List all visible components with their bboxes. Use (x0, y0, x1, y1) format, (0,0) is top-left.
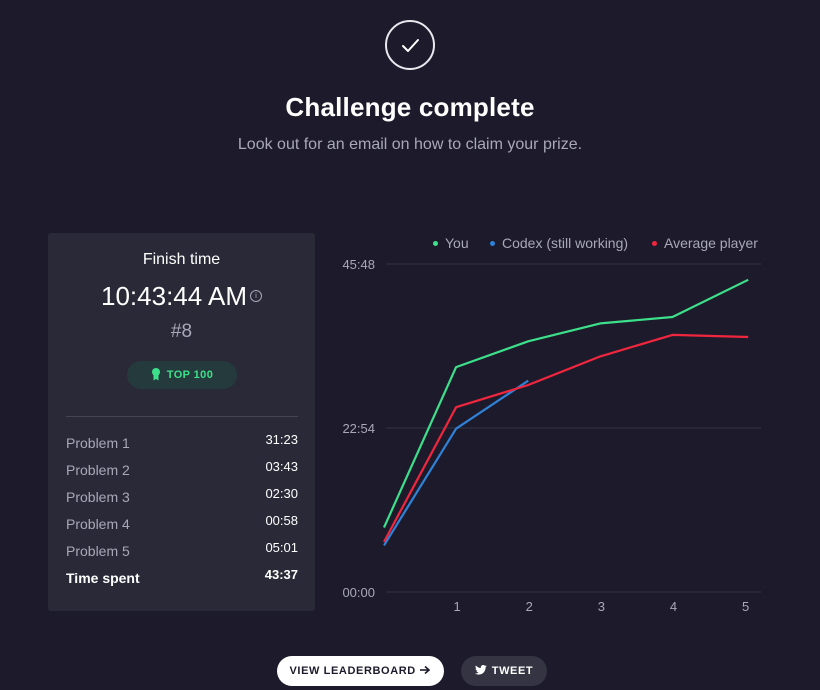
series-line-codex (383, 379, 529, 546)
finish-time-value: 10:43:44 AM i (48, 281, 315, 312)
legend-label: You (445, 235, 469, 251)
total-time: 43:37 (264, 567, 298, 582)
x-tick-label: 4 (670, 599, 677, 614)
divider (66, 416, 298, 417)
list-item: Problem 2 03:43 (66, 456, 298, 483)
x-tick-label: 5 (742, 599, 749, 614)
problem-time: 00:58 (265, 513, 298, 528)
finish-time-text: 10:43:44 AM (101, 281, 247, 311)
rank-value: #8 (170, 321, 193, 342)
x-tick-label: 1 (453, 599, 460, 614)
x-tick-label: 3 (598, 599, 605, 614)
legend-item-average: Average player (652, 235, 758, 251)
top-100-badge: TOP 100 (127, 361, 237, 389)
info-icon[interactable]: i (250, 290, 262, 303)
problem-time: 02:30 (265, 486, 298, 501)
problem-times-list: Problem 1 31:23 Problem 2 03:43 Problem … (66, 429, 298, 591)
legend-label: Average player (664, 235, 758, 251)
problem-time: 31:23 (265, 432, 298, 447)
check-mark-icon (402, 39, 419, 52)
action-buttons: VIEW LEADERBOARD TWEET (0, 656, 820, 686)
arrow-right-icon (420, 665, 431, 675)
series-line-average (383, 333, 749, 543)
twitter-bird-icon (474, 665, 487, 675)
tweet-label: TWEET (491, 665, 534, 677)
view-leaderboard-button[interactable]: VIEW LEADERBOARD (277, 656, 444, 686)
check-circle-icon (385, 20, 435, 70)
chart-plot: 00:00 22:54 45:48 1 2 3 4 5 (342, 257, 761, 614)
chart-legend: You Codex (still working) Average player (325, 228, 762, 258)
list-item: Problem 5 05:01 (66, 537, 298, 564)
list-item: Problem 4 00:58 (66, 510, 298, 537)
finish-time-heading: Finish time (142, 251, 221, 268)
results-card: Finish time 10:43:44 AM i #8 TOP 100 Prob… (48, 233, 315, 611)
problem-label: Problem 2 (66, 462, 130, 478)
progress-chart: You Codex (still working) Average player… (325, 228, 775, 618)
page-subtitle: Look out for an email on how to claim yo… (237, 136, 583, 153)
tweet-button[interactable]: TWEET (461, 656, 547, 686)
problem-time: 03:43 (265, 459, 298, 474)
legend-item-codex: Codex (still working) (490, 235, 628, 251)
total-label: Time spent (66, 570, 140, 586)
legend-dot (652, 240, 657, 246)
view-leaderboard-label: VIEW LEADERBOARD (289, 665, 416, 677)
legend-label: Codex (still working) (502, 235, 629, 251)
legend-dot (490, 240, 495, 246)
series-line-you (382, 278, 749, 528)
y-tick-label: 22:54 (342, 421, 375, 436)
badge-label: TOP 100 (166, 369, 214, 381)
problem-label: Problem 4 (66, 516, 130, 532)
problem-label: Problem 3 (66, 489, 130, 505)
total-time-row: Time spent 43:37 (66, 564, 298, 591)
legend-item-you: You (433, 235, 469, 251)
y-tick-label: 00:00 (342, 585, 375, 600)
list-item: Problem 3 02:30 (66, 483, 298, 510)
problem-label: Problem 5 (66, 543, 130, 559)
problem-time: 05:01 (265, 540, 298, 555)
list-item: Problem 1 31:23 (66, 429, 298, 456)
medal-icon (151, 368, 160, 381)
page-title: Challenge complete (285, 92, 535, 122)
problem-label: Problem 1 (66, 435, 130, 451)
legend-dot (433, 240, 438, 246)
x-tick-label: 2 (526, 599, 533, 614)
y-tick-label: 45:48 (342, 257, 375, 272)
